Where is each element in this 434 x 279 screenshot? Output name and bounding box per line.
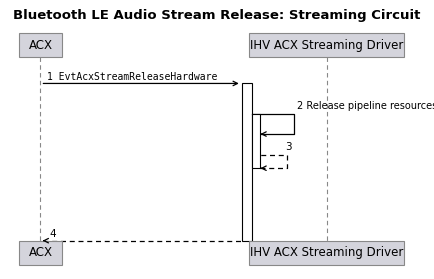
Text: Bluetooth LE Audio Stream Release: Streaming Circuit: Bluetooth LE Audio Stream Release: Strea… xyxy=(13,9,421,21)
Bar xyxy=(19,241,62,265)
Bar xyxy=(252,114,260,168)
Text: 4: 4 xyxy=(49,229,56,239)
Bar xyxy=(249,241,404,265)
Text: IHV ACX Streaming Driver: IHV ACX Streaming Driver xyxy=(250,39,403,52)
Text: 1 EvtAcxStreamReleaseHardware: 1 EvtAcxStreamReleaseHardware xyxy=(47,72,217,82)
Text: IHV ACX Streaming Driver: IHV ACX Streaming Driver xyxy=(250,246,403,259)
Text: 3: 3 xyxy=(285,142,292,152)
Text: ACX: ACX xyxy=(29,246,53,259)
Text: ACX: ACX xyxy=(29,39,53,52)
Bar xyxy=(249,33,404,57)
Bar xyxy=(19,33,62,57)
Bar xyxy=(242,83,252,241)
Text: 2 Release pipeline resources: 2 Release pipeline resources xyxy=(297,101,434,111)
